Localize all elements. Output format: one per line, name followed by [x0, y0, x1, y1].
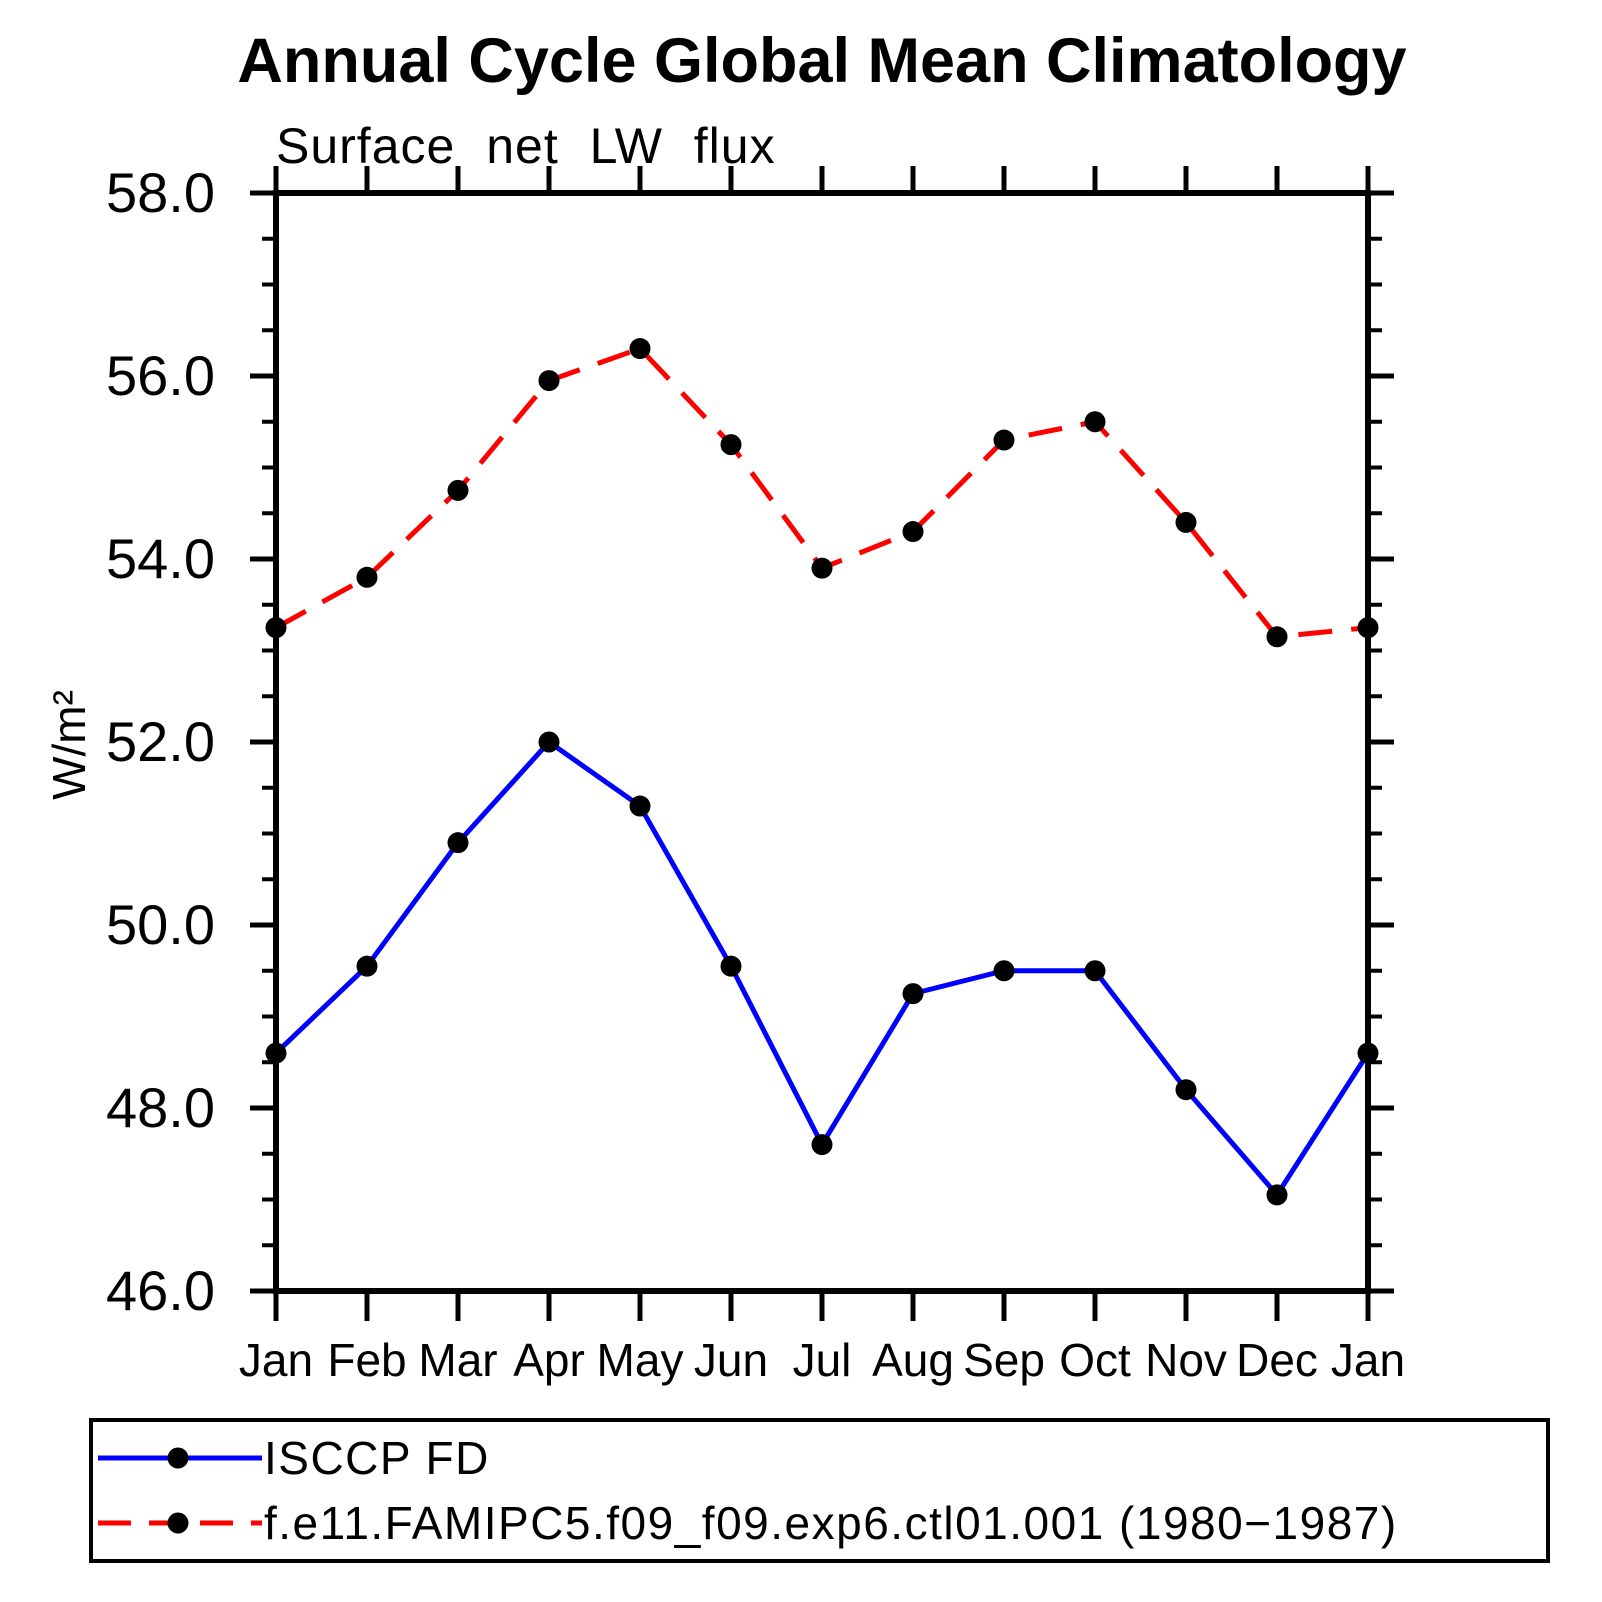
x-tick-label: Aug [872, 1334, 954, 1386]
data-point-marker [447, 479, 469, 501]
data-point-marker [1266, 626, 1288, 648]
data-point-marker [356, 566, 378, 588]
data-point-marker [993, 960, 1015, 982]
data-point-marker [720, 955, 742, 977]
x-tick-label: Nov [1145, 1334, 1227, 1386]
x-tick-label: Feb [327, 1334, 406, 1386]
data-point-marker [1175, 1079, 1197, 1101]
data-point-marker [538, 731, 560, 753]
x-tick-label: Mar [418, 1334, 497, 1386]
y-tick-label: 48.0 [106, 1076, 215, 1139]
x-tick-label: Jan [1331, 1334, 1405, 1386]
chart-subtitle: Surface net LW flux [276, 118, 776, 174]
x-tick-label: Jul [793, 1334, 852, 1386]
data-point-marker [1357, 617, 1379, 639]
plot-frame [273, 190, 1371, 1294]
x-tick-label: May [597, 1334, 684, 1386]
legend-dashed-line-icon [98, 1512, 262, 1534]
x-tick-label: Jun [694, 1334, 768, 1386]
legend-marker-icon [167, 1447, 189, 1469]
series-line-0 [274, 738, 1371, 1200]
y-tick-label: 50.0 [106, 893, 215, 956]
legend-solid-line-icon [98, 1447, 262, 1469]
data-point-marker [1357, 1042, 1379, 1064]
legend-marker-icon [167, 1512, 189, 1534]
legend-row: ISCCP FD [93, 1430, 1546, 1486]
legend-label: f.e11.FAMIPC5.f09_f09.exp6.ctl01.001 (19… [264, 1496, 1398, 1549]
data-point-marker [1175, 511, 1197, 533]
y-tick-label: 58.0 [106, 161, 215, 224]
data-point-marker [1084, 411, 1106, 433]
chart-title: Annual Cycle Global Mean Climatology [237, 26, 1406, 96]
data-point-marker [1266, 1184, 1288, 1206]
y-tick-label: 56.0 [106, 344, 215, 407]
y-tick-label: 52.0 [106, 710, 215, 773]
data-point-marker [902, 983, 924, 1005]
y-tick-label: 46.0 [106, 1259, 215, 1322]
x-tick-label: Dec [1236, 1334, 1318, 1386]
x-tick-label: Oct [1059, 1334, 1131, 1386]
x-tick-label: Jan [239, 1334, 313, 1386]
data-point-marker [356, 955, 378, 977]
data-point-marker [902, 521, 924, 543]
data-point-marker [720, 434, 742, 456]
legend-row: f.e11.FAMIPC5.f09_f09.exp6.ctl01.001 (19… [93, 1495, 1546, 1551]
y-tick-label: 54.0 [106, 527, 215, 590]
x-tick-label: Sep [963, 1334, 1045, 1386]
data-point-marker [629, 338, 651, 360]
data-point-marker [811, 557, 833, 579]
data-point-marker [811, 1134, 833, 1156]
series-line-1 [274, 345, 1369, 640]
data-point-marker [1084, 960, 1106, 982]
legend-label: ISCCP FD [264, 1432, 490, 1485]
y-axis-label: W/m² [43, 690, 95, 800]
x-tick-label: Apr [513, 1334, 585, 1386]
data-point-marker [265, 617, 287, 639]
data-point-marker [447, 832, 469, 854]
data-point-marker [538, 370, 560, 392]
data-point-marker [265, 1042, 287, 1064]
legend-box: ISCCP FD f.e11.FAMIPC5.f09_f09.exp6.ctl01… [89, 1418, 1550, 1563]
plot-area: Jan Feb Mar Apr May Jun Jul Aug Sep Oct Nov Dec Jan4… [106, 161, 1405, 1386]
data-point-marker [629, 795, 651, 817]
data-point-marker [993, 429, 1015, 451]
